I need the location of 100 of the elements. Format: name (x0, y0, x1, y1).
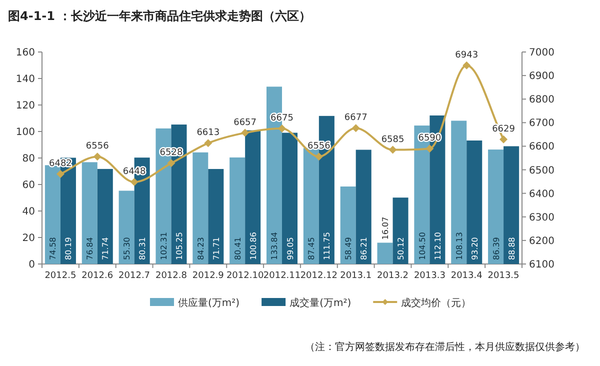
x-tick-label: 2013.1 (340, 271, 372, 281)
data-label: 86.39 (492, 237, 501, 260)
x-tick-label: 2012.8 (155, 271, 188, 281)
x-tick-label: 2012.7 (118, 271, 150, 281)
point (352, 124, 360, 132)
point (388, 146, 397, 154)
data-label: 84.23 (196, 237, 206, 260)
data-label: 6613 (196, 128, 220, 138)
bar (466, 140, 482, 264)
y2-tick-label: 6900 (529, 71, 554, 82)
data-label: 6677 (344, 113, 368, 124)
data-label: 88.88 (507, 237, 516, 260)
data-label: 108.13 (454, 232, 464, 260)
x-tick-label: 2013.3 (414, 271, 446, 281)
legend-label: 成交量(万m²) (290, 297, 352, 309)
point (500, 135, 508, 144)
data-label: 99.05 (286, 237, 295, 260)
y-tick-label: 160 (16, 48, 35, 58)
data-label: 6556 (86, 142, 110, 152)
x-tick-label: 2013.4 (450, 271, 483, 281)
data-label: 6482 (49, 159, 72, 170)
y2-tick-label: 6200 (529, 236, 554, 247)
data-label: 16.07 (381, 216, 390, 240)
data-label: 50.12 (396, 237, 406, 260)
bar (392, 198, 408, 264)
x-tick-label: 2012.5 (44, 271, 76, 281)
y-tick-label: 80 (22, 154, 35, 164)
bar (230, 157, 246, 264)
bar (97, 168, 113, 264)
y-tick-label: 120 (16, 100, 35, 112)
x-tick-label: 2012.6 (82, 271, 114, 281)
y-tick-label: 60 (22, 180, 35, 191)
y2-tick-label: 7000 (529, 48, 554, 58)
y-tick-label: 140 (16, 74, 35, 85)
bar (356, 150, 372, 264)
data-label: 71.74 (101, 237, 110, 260)
bar (377, 242, 393, 264)
data-label: 6943 (455, 50, 478, 60)
data-label: 80.41 (233, 237, 242, 260)
legend-label: 成交均价（元） (401, 297, 472, 309)
data-label: 104.50 (418, 232, 427, 260)
point (130, 178, 138, 186)
bar (44, 165, 60, 264)
point (314, 152, 323, 161)
bar (118, 190, 134, 264)
data-label: 133.84 (270, 232, 280, 260)
bar (208, 168, 224, 264)
point (93, 152, 102, 161)
x-tick-label: 2012.12 (300, 271, 338, 281)
point (167, 159, 176, 168)
point (426, 144, 434, 153)
data-label: 80.31 (138, 237, 148, 260)
bar (504, 146, 520, 264)
y2-tick-label: 6500 (529, 165, 554, 176)
bar (82, 162, 98, 264)
data-label: 105.25 (174, 232, 184, 260)
text: （注：官方网签数据发布存在滞后性，本月供应数据仅供参考） (305, 341, 585, 353)
data-label: 6448 (122, 167, 146, 178)
x-tick-label: 2012.11 (263, 271, 301, 281)
data-label: 100.86 (248, 232, 258, 260)
y2-tick-label: 6100 (529, 260, 554, 270)
bar (488, 150, 504, 264)
data-label: 87.45 (307, 237, 316, 260)
y2-tick-label: 6300 (529, 212, 554, 224)
bar (303, 148, 319, 264)
point (278, 124, 286, 133)
data-label: 6585 (381, 134, 404, 145)
point (241, 128, 250, 137)
data-label: 71.71 (212, 237, 221, 260)
x-tick-label: 2013.2 (377, 271, 409, 281)
x-tick-label: 2013.5 (488, 271, 520, 281)
y-tick-label: 20 (22, 233, 35, 244)
bar (192, 152, 208, 264)
data-label: 6675 (270, 114, 294, 124)
data-label: 6556 (307, 142, 331, 152)
x-tick-label: 2012.10 (226, 271, 264, 281)
legend-label: 供应量(万m²) (178, 297, 240, 309)
data-label: 102.31 (159, 232, 168, 260)
point (56, 170, 64, 178)
data-label: 93.20 (470, 237, 480, 260)
y-tick-label: 40 (22, 206, 35, 218)
y2-tick-label: 6400 (529, 188, 554, 200)
data-label: 80.19 (64, 237, 74, 260)
data-label: 111.75 (322, 232, 332, 260)
data-label: 112.10 (433, 232, 442, 260)
x-tick-label: 2012.9 (192, 271, 224, 281)
point (204, 139, 212, 148)
bar (245, 130, 261, 264)
chart-title: 图4-1-1 ：长沙近一年来市商品住宅供求走势图（六区） (8, 9, 312, 23)
y2-tick-label: 6600 (529, 142, 554, 153)
bar (282, 132, 298, 264)
data-label: 74.58 (48, 237, 58, 260)
data-label: 55.30 (122, 237, 132, 260)
data-label: 86.21 (360, 237, 369, 260)
data-label: 76.84 (86, 237, 95, 260)
data-label: 6657 (234, 118, 257, 128)
y2-tick-label: 6800 (529, 94, 554, 106)
y2-tick-label: 6700 (529, 118, 554, 130)
y-tick-label: 0 (28, 260, 35, 270)
point (462, 61, 471, 70)
